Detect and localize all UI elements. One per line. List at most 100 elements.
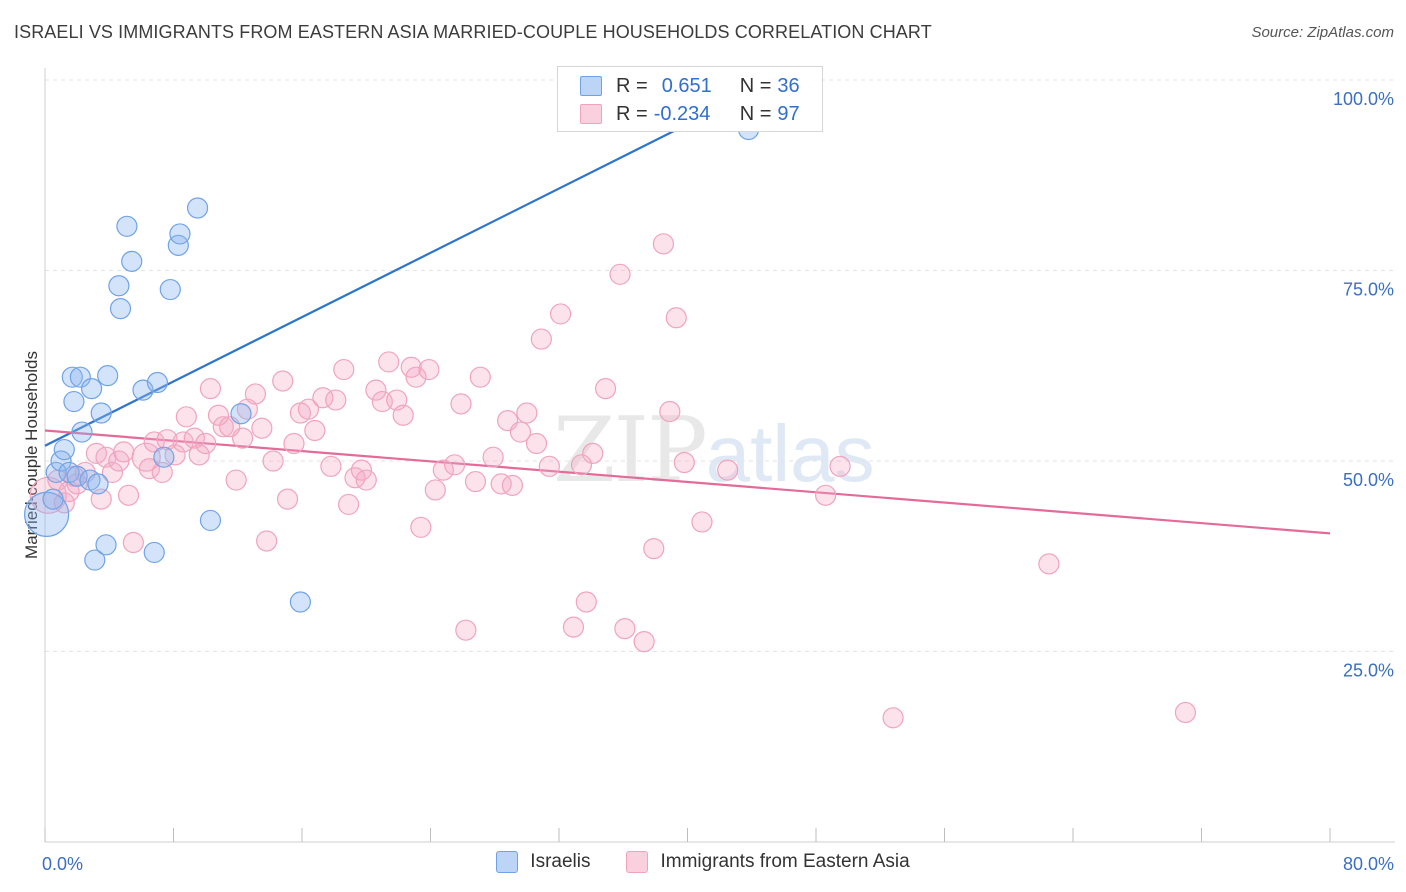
point-immigrants [538, 455, 560, 477]
point-israelis [97, 365, 119, 387]
point-immigrants [516, 402, 538, 424]
point-immigrants [199, 378, 222, 400]
y-axis-title: Married-couple Households [22, 351, 41, 559]
point-immigrants [251, 417, 273, 439]
legend-n-label: N = [739, 102, 772, 125]
legend-label-israelis: Israelis [530, 851, 591, 872]
point-immigrants [272, 370, 294, 392]
point-immigrants [365, 379, 387, 401]
correlation-legend: R = 0.651 N = 36 R = -0.234 N = 97 [557, 66, 823, 132]
point-israelis [121, 250, 143, 272]
legend-swatch-israelis [496, 851, 519, 873]
x-tick-label-max: 80.0% [1343, 854, 1394, 874]
point-israelis [289, 591, 311, 613]
point-immigrants [530, 328, 552, 350]
point-israelis [230, 403, 252, 425]
legend-item-israelis[interactable]: Israelis [496, 851, 590, 873]
point-immigrants [594, 378, 617, 400]
axes [44, 68, 1395, 843]
point-immigrants [183, 427, 205, 449]
point-immigrants [325, 389, 347, 411]
point-immigrants [482, 446, 504, 468]
series-legend: Israelis Immigrants from Eastern Asia [0, 851, 1406, 873]
point-immigrants [609, 263, 631, 285]
point-israelis [61, 366, 83, 388]
point-immigrants [469, 366, 491, 388]
point-immigrants [673, 451, 695, 474]
point-immigrants [432, 459, 454, 481]
point-immigrants [117, 484, 140, 506]
point-immigrants [717, 459, 739, 481]
point-immigrants [455, 619, 477, 641]
point-immigrants [829, 455, 851, 477]
point-israelis [95, 534, 117, 556]
point-immigrants [509, 421, 532, 443]
point-immigrants [405, 366, 427, 388]
point-israelis [71, 421, 93, 443]
trend-line-immigrants [44, 429, 1331, 535]
legend-swatch-immigrants [626, 851, 649, 873]
point-israelis [24, 491, 70, 537]
point-immigrants [225, 469, 247, 491]
point-immigrants [262, 450, 284, 472]
point-immigrants [1038, 553, 1060, 575]
point-immigrants [665, 307, 687, 329]
point-immigrants [378, 351, 400, 373]
chart-title: ISRAELI VS IMMIGRANTS FROM EASTERN ASIA … [14, 22, 932, 42]
point-immigrants [101, 461, 124, 484]
legend-row-israelis: R = 0.651 N = 36 [580, 73, 800, 99]
point-immigrants [113, 441, 135, 463]
source-credit: Source: ZipAtlas.com [1251, 24, 1394, 41]
point-immigrants [815, 484, 837, 506]
point-immigrants [320, 455, 342, 477]
point-immigrants [490, 473, 512, 495]
point-israelis [153, 446, 175, 468]
point-immigrants [143, 431, 165, 453]
point-israelis [84, 549, 106, 571]
point-immigrants [392, 404, 414, 426]
point-israelis [159, 278, 181, 301]
point-immigrants [882, 707, 904, 729]
legend-swatch-israelis [580, 76, 602, 96]
point-israelis [167, 234, 189, 256]
point-israelis [199, 509, 222, 532]
point-immigrants [570, 454, 593, 476]
point-immigrants [400, 356, 422, 378]
legend-n-value: 36 [777, 74, 800, 97]
point-immigrants [195, 432, 217, 455]
point-immigrants [304, 419, 326, 442]
data-points [24, 69, 1197, 729]
point-immigrants [175, 406, 197, 428]
point-immigrants [614, 618, 636, 640]
gridlines [45, 79, 1395, 652]
point-immigrants [212, 416, 234, 438]
point-immigrants [244, 383, 267, 405]
point-israelis [186, 197, 209, 219]
point-immigrants [131, 442, 161, 472]
point-israelis [116, 215, 138, 237]
point-immigrants [464, 470, 487, 493]
point-immigrants [575, 591, 597, 613]
point-immigrants [207, 404, 230, 426]
point-immigrants [312, 387, 334, 409]
point-israelis [109, 298, 132, 320]
legend-item-immigrants[interactable]: Immigrants from Eastern Asia [626, 851, 910, 873]
point-immigrants [582, 442, 604, 464]
point-israelis [108, 275, 130, 297]
point-immigrants [691, 511, 713, 533]
watermark-atlas: atlas [705, 409, 875, 498]
point-immigrants [333, 358, 355, 381]
point-immigrants [231, 427, 254, 449]
point-israelis [53, 438, 75, 461]
point-israelis [63, 390, 85, 413]
point-immigrants [410, 516, 432, 538]
point-israelis [69, 366, 91, 388]
point-immigrants [450, 393, 472, 415]
point-immigrants [355, 469, 377, 491]
point-immigrants [350, 459, 373, 481]
point-israelis [87, 473, 109, 495]
legend-r-label: R = [616, 74, 648, 97]
point-immigrants [188, 444, 210, 466]
point-immigrants [297, 398, 320, 420]
